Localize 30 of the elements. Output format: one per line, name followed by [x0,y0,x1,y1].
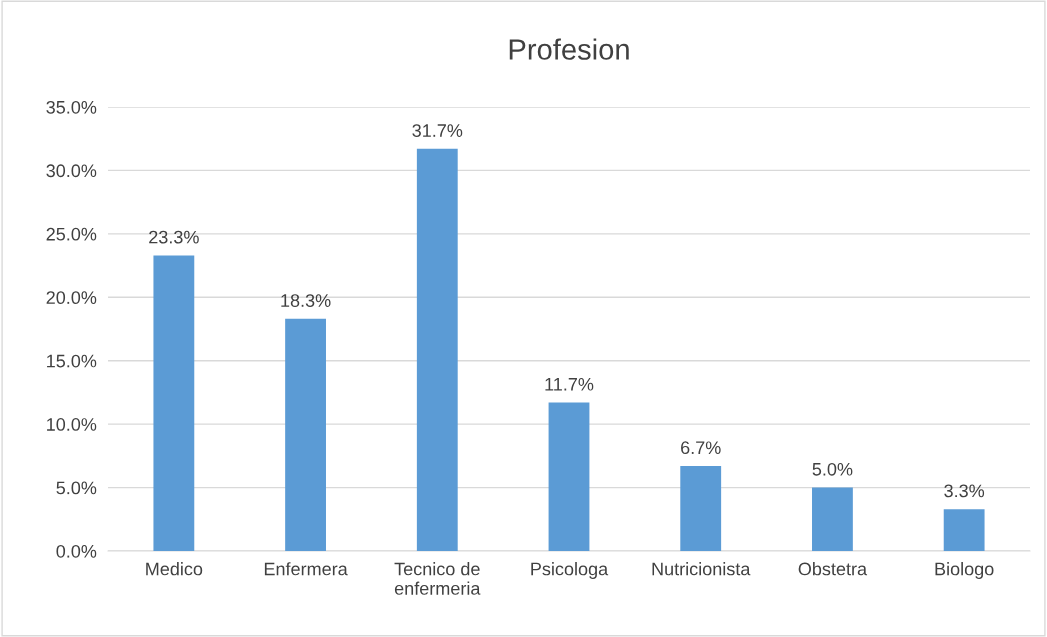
data-label: 31.7% [412,124,463,137]
x-tick-label: Enfermera [264,562,348,576]
y-tick-label: 0.0% [56,544,97,558]
bar [812,487,853,551]
y-tick-label: 15.0% [47,354,97,368]
bar [285,318,326,551]
x-tick-label: Tecnico de enfermeria [394,562,481,595]
x-tick-label: Obstetra [798,562,868,576]
x-tick-label: Nutricionista [652,562,751,576]
x-tick-label: Medico [146,562,203,576]
x-tick-label: Biologo [935,562,994,579]
bar [680,466,722,551]
data-label: 6.7% [681,441,721,455]
y-tick-label: 25.0% [46,227,97,241]
chart-title: Profesion [509,38,629,60]
data-label: 18.3% [281,294,331,307]
y-tick-label: 10.0% [47,418,97,431]
bar [153,255,195,551]
bar [943,509,985,551]
y-tick-label: 35.0% [46,100,97,114]
data-label: 5.0% [812,462,853,476]
x-tick-label: Psicologa [531,562,609,579]
data-label: 11.7% [545,377,594,391]
bar [416,148,458,551]
data-label: 23.3% [149,230,199,244]
y-tick-label: 20.0% [46,291,97,305]
data-label: 3.3% [944,484,985,498]
y-tick-label: 5.0% [56,481,97,495]
bar [548,402,590,551]
y-tick-label: 30.0% [46,164,97,178]
